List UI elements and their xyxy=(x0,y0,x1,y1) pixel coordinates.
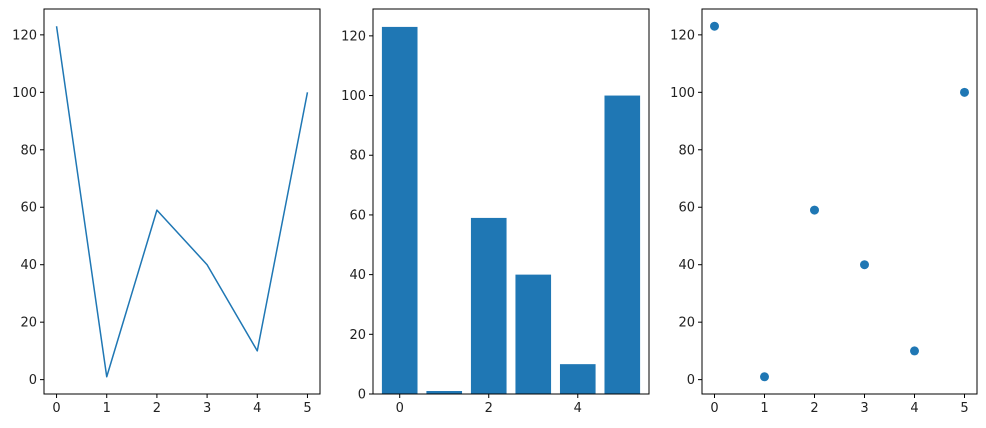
y-tick-label: 0 xyxy=(687,373,695,388)
y-tick-label: 40 xyxy=(678,258,695,273)
y-tick-label: 80 xyxy=(678,143,695,158)
scatter-chart-panel: 0 1 2 3 4 5 0 20 40 60 80 100 120 xyxy=(670,8,978,416)
y-tick-label: 60 xyxy=(349,208,366,223)
x-tick-label: 2 xyxy=(485,401,493,416)
x-tick-label: 5 xyxy=(960,401,968,416)
x-tick-label: 0 xyxy=(710,401,718,416)
x-tick-label: 2 xyxy=(810,401,818,416)
scatter-point-4 xyxy=(910,346,919,356)
scatter-point-1 xyxy=(760,372,769,382)
y-tick-label: 20 xyxy=(20,316,37,331)
x-tick-label: 0 xyxy=(52,401,60,416)
y-tick-label: 100 xyxy=(12,86,37,101)
scatter-point-5 xyxy=(960,87,969,97)
x-tick-label: 1 xyxy=(760,401,768,416)
axes-frame xyxy=(372,8,650,395)
y-tick-label: 40 xyxy=(349,268,366,283)
bar-5 xyxy=(604,95,641,394)
bar-3 xyxy=(515,274,552,394)
line-chart-panel: 0 1 2 3 4 5 0 20 40 60 80 100 120 xyxy=(12,8,321,416)
y-tick-label: 40 xyxy=(20,258,37,273)
x-tick-label: 0 xyxy=(396,401,404,416)
y-tick-label: 0 xyxy=(358,388,366,403)
scatter-point-3 xyxy=(860,260,869,270)
y-tick-label: 100 xyxy=(341,89,366,104)
bar-1 xyxy=(426,391,463,394)
y-tick-label: 120 xyxy=(670,28,695,43)
series-line xyxy=(55,26,309,378)
x-tick-label: 1 xyxy=(103,401,111,416)
x-tick-label: 4 xyxy=(910,401,918,416)
axes-frame xyxy=(43,8,321,395)
scatter-point-2 xyxy=(810,205,819,215)
x-tick-label: 4 xyxy=(253,401,261,416)
x-tick-label: 3 xyxy=(203,401,211,416)
y-tick-label: 60 xyxy=(20,201,37,216)
y-tick-label: 120 xyxy=(12,28,37,43)
bar-4 xyxy=(559,364,596,394)
y-tick-label: 120 xyxy=(341,29,366,44)
y-tick-label: 100 xyxy=(670,86,695,101)
y-tick-label: 80 xyxy=(20,143,37,158)
x-tick-label: 2 xyxy=(153,401,161,416)
y-tick-label: 80 xyxy=(349,149,366,164)
y-tick-label: 0 xyxy=(29,373,37,388)
y-tick-label: 20 xyxy=(349,328,366,343)
y-tick-label: 60 xyxy=(678,201,695,216)
bar-2 xyxy=(470,217,507,394)
scatter-point-0 xyxy=(710,21,719,31)
bar-0 xyxy=(381,26,418,394)
x-tick-label: 3 xyxy=(860,401,868,416)
x-tick-label: 4 xyxy=(574,401,582,416)
x-tick-label: 5 xyxy=(303,401,311,416)
axes-frame xyxy=(701,8,978,395)
y-tick-label: 20 xyxy=(678,316,695,331)
